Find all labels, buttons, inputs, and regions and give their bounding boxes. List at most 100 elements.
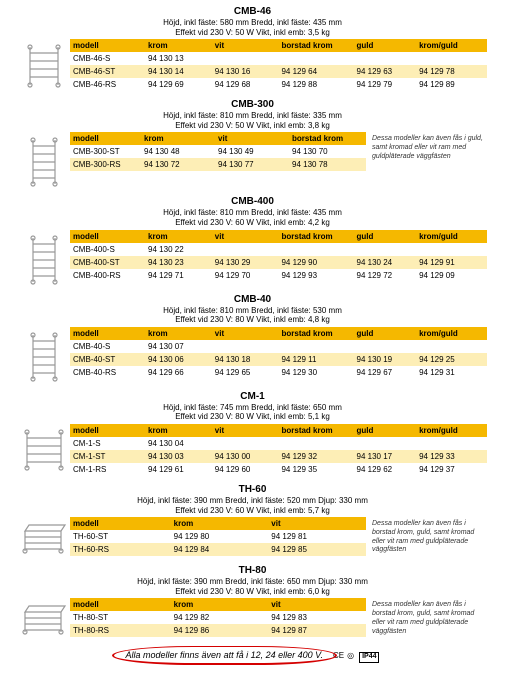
table-header: modell [70,230,145,243]
table-cell: CMB-46-S [70,52,145,65]
table-cell: 94 129 30 [278,366,353,379]
table-cell: 94 130 06 [145,353,212,366]
table-cell: CMB-400-S [70,243,145,256]
table-cell: 94 130 48 [141,145,215,158]
spec-line: Höjd, inkl fäste: 810 mm Bredd, inkl fäs… [18,306,487,316]
table-cell: 94 130 07 [145,340,212,353]
table-cell: 94 129 71 [145,269,212,282]
table-cell: 94 130 00 [212,450,279,463]
table-cell: 94 129 67 [354,366,417,379]
table-cell: 94 129 90 [278,256,353,269]
product-section: TH-60Höjd, inkl fäste: 390 mm Bredd, ink… [18,484,487,557]
table-cell [354,437,417,450]
table-header: krom/guld [416,39,487,52]
product-table: modellkromvitTH-80-ST94 129 8294 129 83T… [70,598,366,637]
table-row: CM-1-RS94 129 6194 129 6094 129 3594 129… [70,463,487,476]
table-header: krom [171,517,269,530]
section-specs: Höjd, inkl fäste: 745 mm Bredd, inkl fäs… [18,403,487,422]
spec-line: Effekt vid 230 V: 60 W Vikt, inkl emb: 4… [18,218,487,228]
spec-line: Höjd, inkl fäste: 390 mm Bredd, inkl fäs… [18,577,487,587]
spec-line: Effekt vid 230 V: 50 W Vikt, inkl emb: 3… [18,28,487,38]
table-row: CMB-46-ST94 130 1494 130 1694 129 6494 1… [70,65,487,78]
table-cell: 94 129 88 [278,78,353,91]
product-thumb-icon [18,132,70,188]
product-thumb-icon [18,327,70,383]
table-cell: 94 130 22 [145,243,212,256]
section-title: CMB-300 [18,99,487,110]
table-cell: 94 129 61 [145,463,212,476]
table-cell: 94 130 78 [289,158,366,171]
table-cell [354,243,417,256]
spec-line: Effekt vid 230 V: 80 W Vikt, inkl emb: 6… [18,587,487,597]
product-section: CM-1Höjd, inkl fäste: 745 mm Bredd, inkl… [18,391,487,476]
table-cell: 94 129 32 [278,450,353,463]
table-cell: CMB-46-RS [70,78,145,91]
table-cell: 94 129 70 [212,269,279,282]
table-header: borstad krom [278,230,353,243]
table-cell [212,52,279,65]
product-thumb-icon [18,230,70,286]
table-row: CMB-40-S94 130 07 [70,340,487,353]
table-cell: CMB-40-ST [70,353,145,366]
table-cell: 94 129 35 [278,463,353,476]
table-row: CM-1-S94 130 04 [70,437,487,450]
table-row: TH-80-ST94 129 8294 129 83 [70,611,366,624]
table-cell: 94 129 93 [278,269,353,282]
table-cell [354,52,417,65]
table-row: CMB-46-S94 130 13 [70,52,487,65]
table-cell: CM-1-RS [70,463,145,476]
table-cell: 94 129 63 [354,65,417,78]
table-header: guld [354,230,417,243]
table-cell: 94 129 25 [416,353,487,366]
table-cell: 94 129 33 [416,450,487,463]
ce-mark: CE [333,651,344,660]
table-cell: 94 129 86 [171,624,269,637]
table-header: vit [212,424,279,437]
table-header: vit [212,327,279,340]
table-cell: 94 130 04 [145,437,212,450]
product-table: modellkromvitTH-60-ST94 129 8094 129 81T… [70,517,366,556]
table-header: borstad krom [278,327,353,340]
table-header: vit [268,598,366,611]
table-header: krom/guld [416,230,487,243]
section-title: TH-80 [18,565,487,576]
section-title: CMB-46 [18,6,487,17]
table-header: guld [354,424,417,437]
table-row: CMB-400-RS94 129 7194 129 7094 129 9394 … [70,269,487,282]
section-specs: Höjd, inkl fäste: 580 mm Bredd, inkl fäs… [18,18,487,37]
spec-line: Höjd, inkl fäste: 810 mm Bredd, inkl fäs… [18,111,487,121]
table-cell [416,52,487,65]
table-cell [278,243,353,256]
table-cell: 94 129 60 [212,463,279,476]
table-cell: TH-60-RS [70,543,171,556]
table-row: CMB-40-ST94 130 0694 130 1894 129 1194 1… [70,353,487,366]
product-section: CMB-46Höjd, inkl fäste: 580 mm Bredd, in… [18,6,487,91]
spec-line: Effekt vid 230 V: 60 W Vikt, inkl emb: 5… [18,506,487,516]
section-specs: Höjd, inkl fäste: 810 mm Bredd, inkl fäs… [18,111,487,130]
spec-line: Höjd, inkl fäste: 580 mm Bredd, inkl fäs… [18,18,487,28]
table-cell [416,340,487,353]
section-specs: Höjd, inkl fäste: 390 mm Bredd, inkl fäs… [18,496,487,515]
badges: CE◎IP44 [333,651,380,662]
table-cell [212,340,279,353]
footer: Alla modeller finns även att få i 12, 24… [18,646,487,664]
table-header: modell [70,424,145,437]
table-cell: CMB-400-RS [70,269,145,282]
table-cell [278,437,353,450]
table-header: borstad krom [289,132,366,145]
table-cell: 94 130 17 [354,450,417,463]
table-cell: 94 129 83 [268,611,366,624]
spec-line: Höjd, inkl fäste: 745 mm Bredd, inkl fäs… [18,403,487,413]
table-header: vit [215,132,289,145]
section-title: CMB-400 [18,196,487,207]
table-row: CMB-400-ST94 130 2394 130 2994 129 9094 … [70,256,487,269]
table-row: TH-60-RS94 129 8494 129 85 [70,543,366,556]
section-title: TH-60 [18,484,487,495]
table-cell: 94 129 68 [212,78,279,91]
table-header: guld [354,327,417,340]
table-header: modell [70,598,171,611]
table-header: modell [70,39,145,52]
table-cell: 94 129 11 [278,353,353,366]
table-cell: 94 129 87 [268,624,366,637]
table-cell: 94 129 91 [416,256,487,269]
